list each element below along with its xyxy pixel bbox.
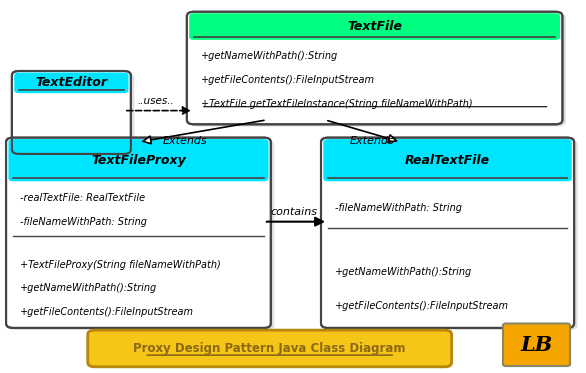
Text: -realTextFile: RealTextFile: -realTextFile: RealTextFile [20,193,145,203]
Text: +getFileContents():FileInputStream: +getFileContents():FileInputStream [335,301,509,311]
Text: +TextFileProxy(String fileNameWithPath): +TextFileProxy(String fileNameWithPath) [20,260,221,270]
FancyBboxPatch shape [15,73,134,156]
Text: +getNameWithPath():String: +getNameWithPath():String [20,283,157,294]
Text: Extends: Extends [163,136,207,146]
Text: Extends: Extends [349,136,394,146]
Text: +TextFile getTextFileInstance(String fileNameWithPath): +TextFile getTextFileInstance(String fil… [201,99,472,109]
FancyBboxPatch shape [88,330,452,367]
Text: +getFileContents():FileInputStream: +getFileContents():FileInputStream [201,75,375,85]
Text: TextFileProxy: TextFileProxy [91,154,186,167]
Text: +getNameWithPath():String: +getNameWithPath():String [201,51,338,62]
FancyBboxPatch shape [12,71,131,154]
Text: ..uses..: ..uses.. [138,96,174,106]
Text: Proxy Design Pattern Java Class Diagram: Proxy Design Pattern Java Class Diagram [134,342,406,355]
FancyBboxPatch shape [6,138,271,328]
FancyBboxPatch shape [503,323,570,366]
Text: -fileNameWithPath: String: -fileNameWithPath: String [335,203,462,213]
FancyBboxPatch shape [14,72,128,93]
Text: TextEditor: TextEditor [35,76,107,90]
Text: +getNameWithPath():String: +getNameWithPath():String [335,267,472,277]
FancyBboxPatch shape [323,139,572,181]
FancyBboxPatch shape [325,140,578,330]
FancyBboxPatch shape [187,12,563,124]
Text: contains: contains [271,207,318,217]
Text: TextFile: TextFile [347,20,402,33]
Text: +getFileContents():FileInputStream: +getFileContents():FileInputStream [20,307,194,317]
FancyBboxPatch shape [190,14,566,126]
FancyBboxPatch shape [8,139,268,181]
FancyBboxPatch shape [189,13,560,40]
FancyBboxPatch shape [321,138,574,328]
Text: LB: LB [520,335,553,355]
Text: -fileNameWithPath: String: -fileNameWithPath: String [20,217,147,227]
FancyBboxPatch shape [9,140,274,330]
Text: RealTextFile: RealTextFile [405,154,490,167]
